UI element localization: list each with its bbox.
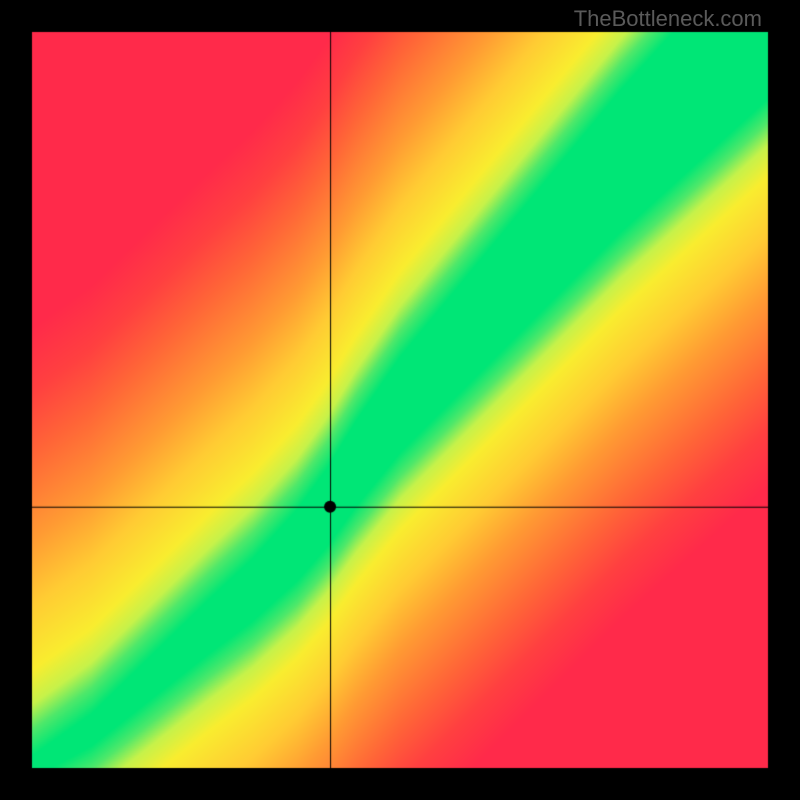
bottleneck-heatmap: TheBottleneck.com bbox=[0, 0, 800, 800]
heatmap-canvas bbox=[0, 0, 800, 800]
watermark-text: TheBottleneck.com bbox=[574, 6, 762, 32]
